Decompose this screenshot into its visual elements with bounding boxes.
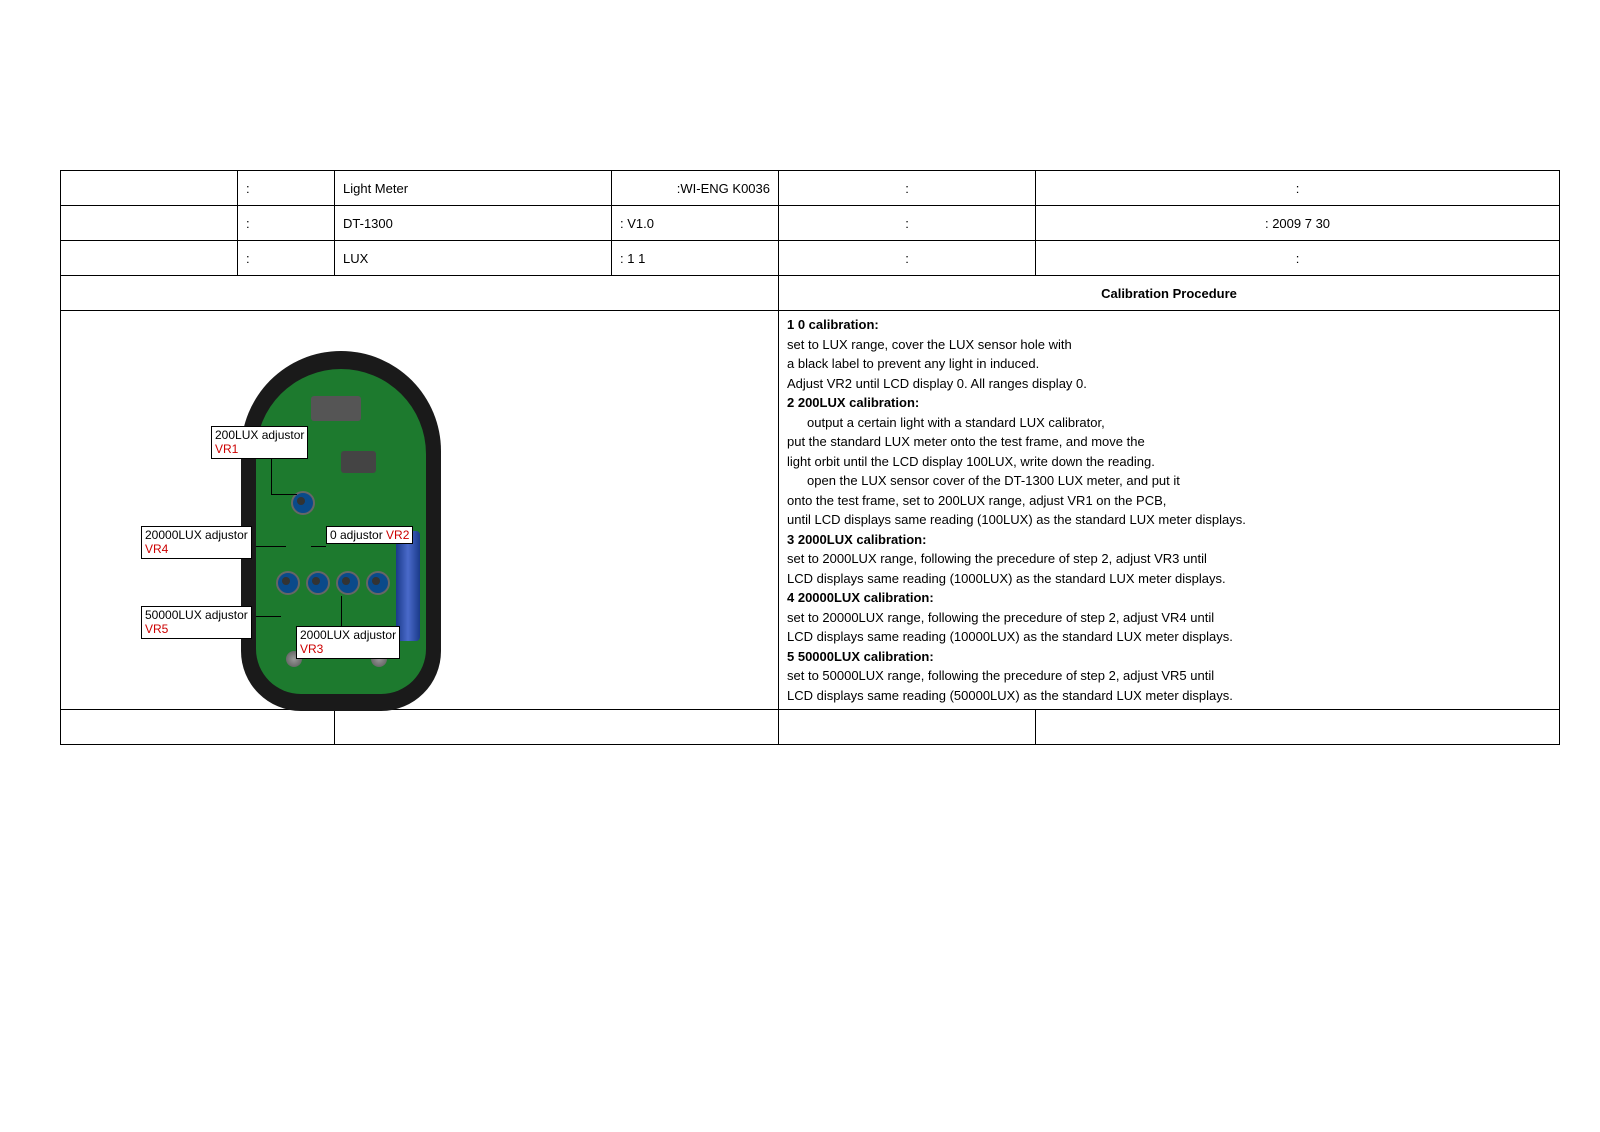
hdr-label: : [1036,171,1560,206]
procedure-title: Calibration Procedure [779,276,1560,311]
step-text: Adjust VR2 until LCD display 0. All rang… [787,374,1551,394]
hdr-label: : V1.0 [612,206,779,241]
callout-vr: VR5 [145,622,168,636]
pcb-diagram: 200LUX adjustor VR1 20000LUX adjustor VR… [171,351,491,751]
step-text: set to 2000LUX range, following the prec… [787,549,1551,569]
hdr-val: LUX [335,241,612,276]
battery-icon [396,531,420,641]
step-title: 3 2000LUX calibration: [787,530,1551,550]
header-row-3: : LUX : 1 1 : : [61,241,1560,276]
step-text: output a certain light with a standard L… [787,413,1551,433]
body-row: 200LUX adjustor VR1 20000LUX adjustor VR… [61,311,1560,710]
hdr-label: : 2009 7 30 [1036,206,1560,241]
step-text: a black label to prevent any light in in… [787,354,1551,374]
diagram-cell: 200LUX adjustor VR1 20000LUX adjustor VR… [61,311,779,710]
step-title: 4 20000LUX calibration: [787,588,1551,608]
header-row-2: : DT-1300 : V1.0 : : 2009 7 30 [61,206,1560,241]
hdr-cell [61,206,238,241]
callout-vr4: 20000LUX adjustor VR4 [141,526,252,559]
leader-line [331,596,342,626]
step-text: LCD displays same reading (1000LUX) as t… [787,569,1551,589]
hdr-label: : [238,241,335,276]
step-text: LCD displays same reading (50000LUX) as … [787,686,1551,706]
hdr-val: DT-1300 [335,206,612,241]
chip-icon [311,396,361,421]
step-text: open the LUX sensor cover of the DT-1300… [787,471,1551,491]
leader-line [256,596,281,617]
callout-text: 50000LUX adjustor [145,608,248,622]
leader-line [271,459,297,495]
step-text: light orbit until the LCD display 100LUX… [787,452,1551,472]
potentiometer [366,571,390,595]
blank-title [61,276,779,311]
step-text: LCD displays same reading (10000LUX) as … [787,627,1551,647]
potentiometer [336,571,360,595]
step-text: set to LUX range, cover the LUX sensor h… [787,335,1551,355]
callout-vr1: 200LUX adjustor VR1 [211,426,308,459]
chip-icon [341,451,376,473]
hdr-label: : [238,206,335,241]
hdr-label: : [1036,241,1560,276]
hdr-label: : [779,206,1036,241]
hdr-label: : 1 1 [612,241,779,276]
step-text: set to 50000LUX range, following the pre… [787,666,1551,686]
procedure-cell: 1 0 calibration: set to LUX range, cover… [779,311,1560,710]
callout-vr2: 0 adjustor VR2 [326,526,413,544]
callout-text: 2000LUX adjustor [300,628,396,642]
step-title: 1 0 calibration: [787,315,1551,335]
hdr-label: : [779,241,1036,276]
callout-text: 200LUX adjustor [215,428,304,442]
callout-text: 20000LUX adjustor [145,528,248,542]
step-text: onto the test frame, set to 200LUX range… [787,491,1551,511]
callout-vr: VR1 [215,442,238,456]
footer-cell [779,710,1036,745]
header-row-1: : Light Meter :WI-ENG K0036 : : [61,171,1560,206]
callout-vr3: 2000LUX adjustor VR3 [296,626,400,659]
callout-vr5: 50000LUX adjustor VR5 [141,606,252,639]
hdr-label: : [779,171,1036,206]
leader-line [311,546,326,577]
hdr-label: : [238,171,335,206]
step-text: until LCD displays same reading (100LUX)… [787,510,1551,530]
hdr-cell [61,241,238,276]
document-table: : Light Meter :WI-ENG K0036 : : : DT-130… [60,170,1560,745]
hdr-label: :WI-ENG K0036 [612,171,779,206]
leader-line [256,546,286,577]
step-title: 5 50000LUX calibration: [787,647,1551,667]
step-title: 2 200LUX calibration: [787,393,1551,413]
callout-text: 0 adjustor [330,528,386,542]
hdr-val: Light Meter [335,171,612,206]
hdr-cell [61,171,238,206]
title-row: Calibration Procedure [61,276,1560,311]
callout-vr: VR2 [386,528,409,542]
step-text: set to 20000LUX range, following the pre… [787,608,1551,628]
footer-cell [1036,710,1560,745]
callout-vr: VR3 [300,642,323,656]
callout-vr: VR4 [145,542,168,556]
step-text: put the standard LUX meter onto the test… [787,432,1551,452]
